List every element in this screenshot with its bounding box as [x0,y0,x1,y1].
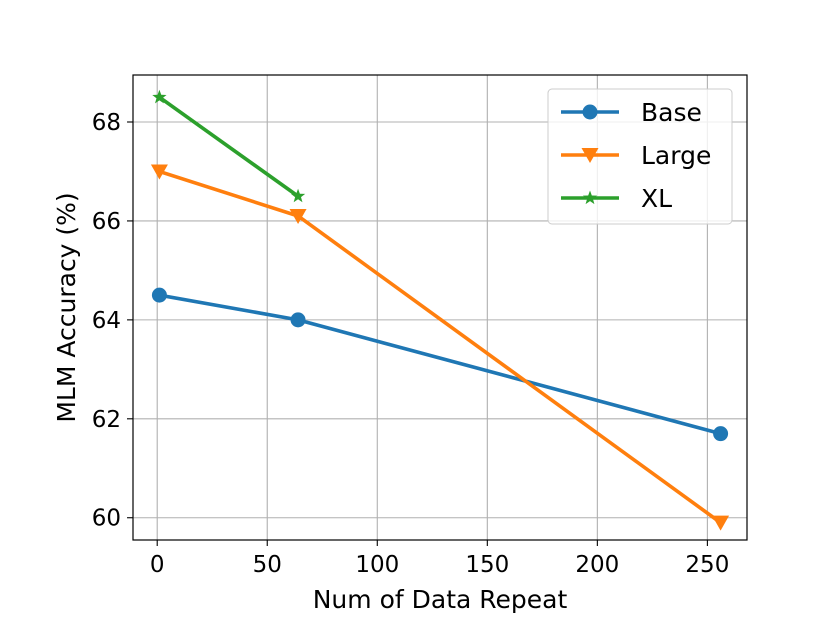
x-tick-label: 50 [253,552,282,578]
legend-box [547,88,733,225]
x-tick-label: 250 [685,552,729,578]
legend: Base Large XL [547,88,733,225]
data-point-xl [290,188,306,203]
x-tick-label: 0 [150,552,165,578]
y-tick-label: 62 [92,407,121,433]
data-point-base [290,312,306,328]
y-tick-label: 68 [92,110,121,136]
legend-label-xl: XL [641,184,672,213]
x-tick-label: 200 [575,552,619,578]
x-axis-label: Num of Data Repeat [313,585,568,614]
y-tick-label: 60 [92,506,121,532]
legend-marker-large [581,148,599,163]
axes-frame [132,74,748,541]
data-point-large [150,164,168,180]
data-point-base [151,287,167,303]
x-tick-label: 100 [355,552,399,578]
legend-marker-xl [582,190,598,205]
series-layer [150,89,730,531]
legend-marker-base [582,104,598,120]
data-point-large [289,208,307,224]
data-point-base [713,426,729,442]
ticks-layer: 0 50 100 150 200 250 60 62 64 66 68 [92,110,730,578]
y-tick-label: 66 [92,209,121,235]
series-base [151,287,729,442]
series-large [150,164,730,531]
legend-label-base: Base [641,98,702,127]
data-point-large [712,515,730,531]
series-line-xl [156,94,301,199]
y-tick-label: 64 [92,308,121,334]
data-point-xl [152,89,167,104]
series-xl [152,89,306,203]
legend-label-large: Large [641,141,711,170]
y-axis-label: MLM Accuracy (%) [52,192,81,422]
x-tick-label: 150 [465,552,509,578]
